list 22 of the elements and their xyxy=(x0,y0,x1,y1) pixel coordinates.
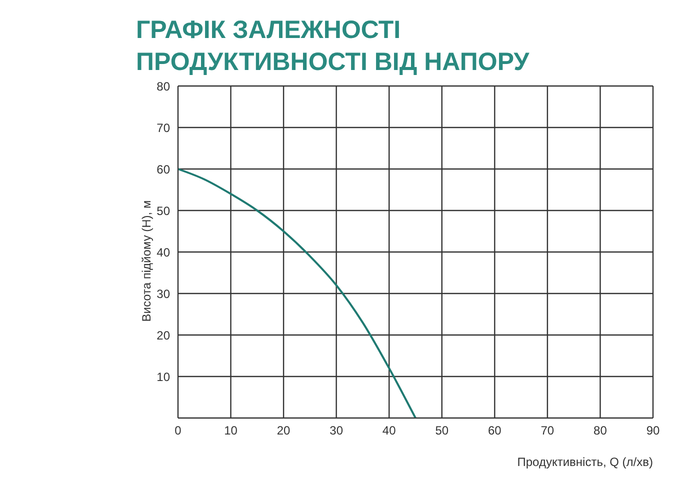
x-tick-label: 80 xyxy=(594,424,608,438)
y-tick-label: 10 xyxy=(156,370,170,384)
x-tick-label: 60 xyxy=(488,424,502,438)
x-tick-label: 30 xyxy=(330,424,344,438)
line-series xyxy=(178,168,416,418)
x-tick-label: 40 xyxy=(382,424,396,438)
y-tick-label: 80 xyxy=(156,79,170,94)
y-tick-label: 30 xyxy=(156,286,170,301)
x-tick-label: 20 xyxy=(276,424,291,438)
y-tick-label: 60 xyxy=(156,162,170,176)
x-tick-label: 0 xyxy=(174,424,182,438)
y-tick-label: 70 xyxy=(156,120,170,135)
x-tick-label: 50 xyxy=(435,424,449,438)
y-axis-title: Висота підйому (H), м xyxy=(140,200,154,322)
y-tick-label: 50 xyxy=(156,204,170,218)
x-tick-label: 10 xyxy=(224,424,238,438)
chart-title: ГРАФІК ЗАЛЕЖНОСТІ ПРОДУКТИВНОСТІ ВІД НАПОРУ xyxy=(136,15,530,78)
x-axis-title: Продуктивність, Q (л/хв) xyxy=(517,455,654,469)
y-tick-label: 20 xyxy=(156,328,170,342)
y-tick-label: 40 xyxy=(156,245,170,260)
x-tick-label: 70 xyxy=(540,424,554,438)
x-tick-label: 90 xyxy=(646,424,660,438)
